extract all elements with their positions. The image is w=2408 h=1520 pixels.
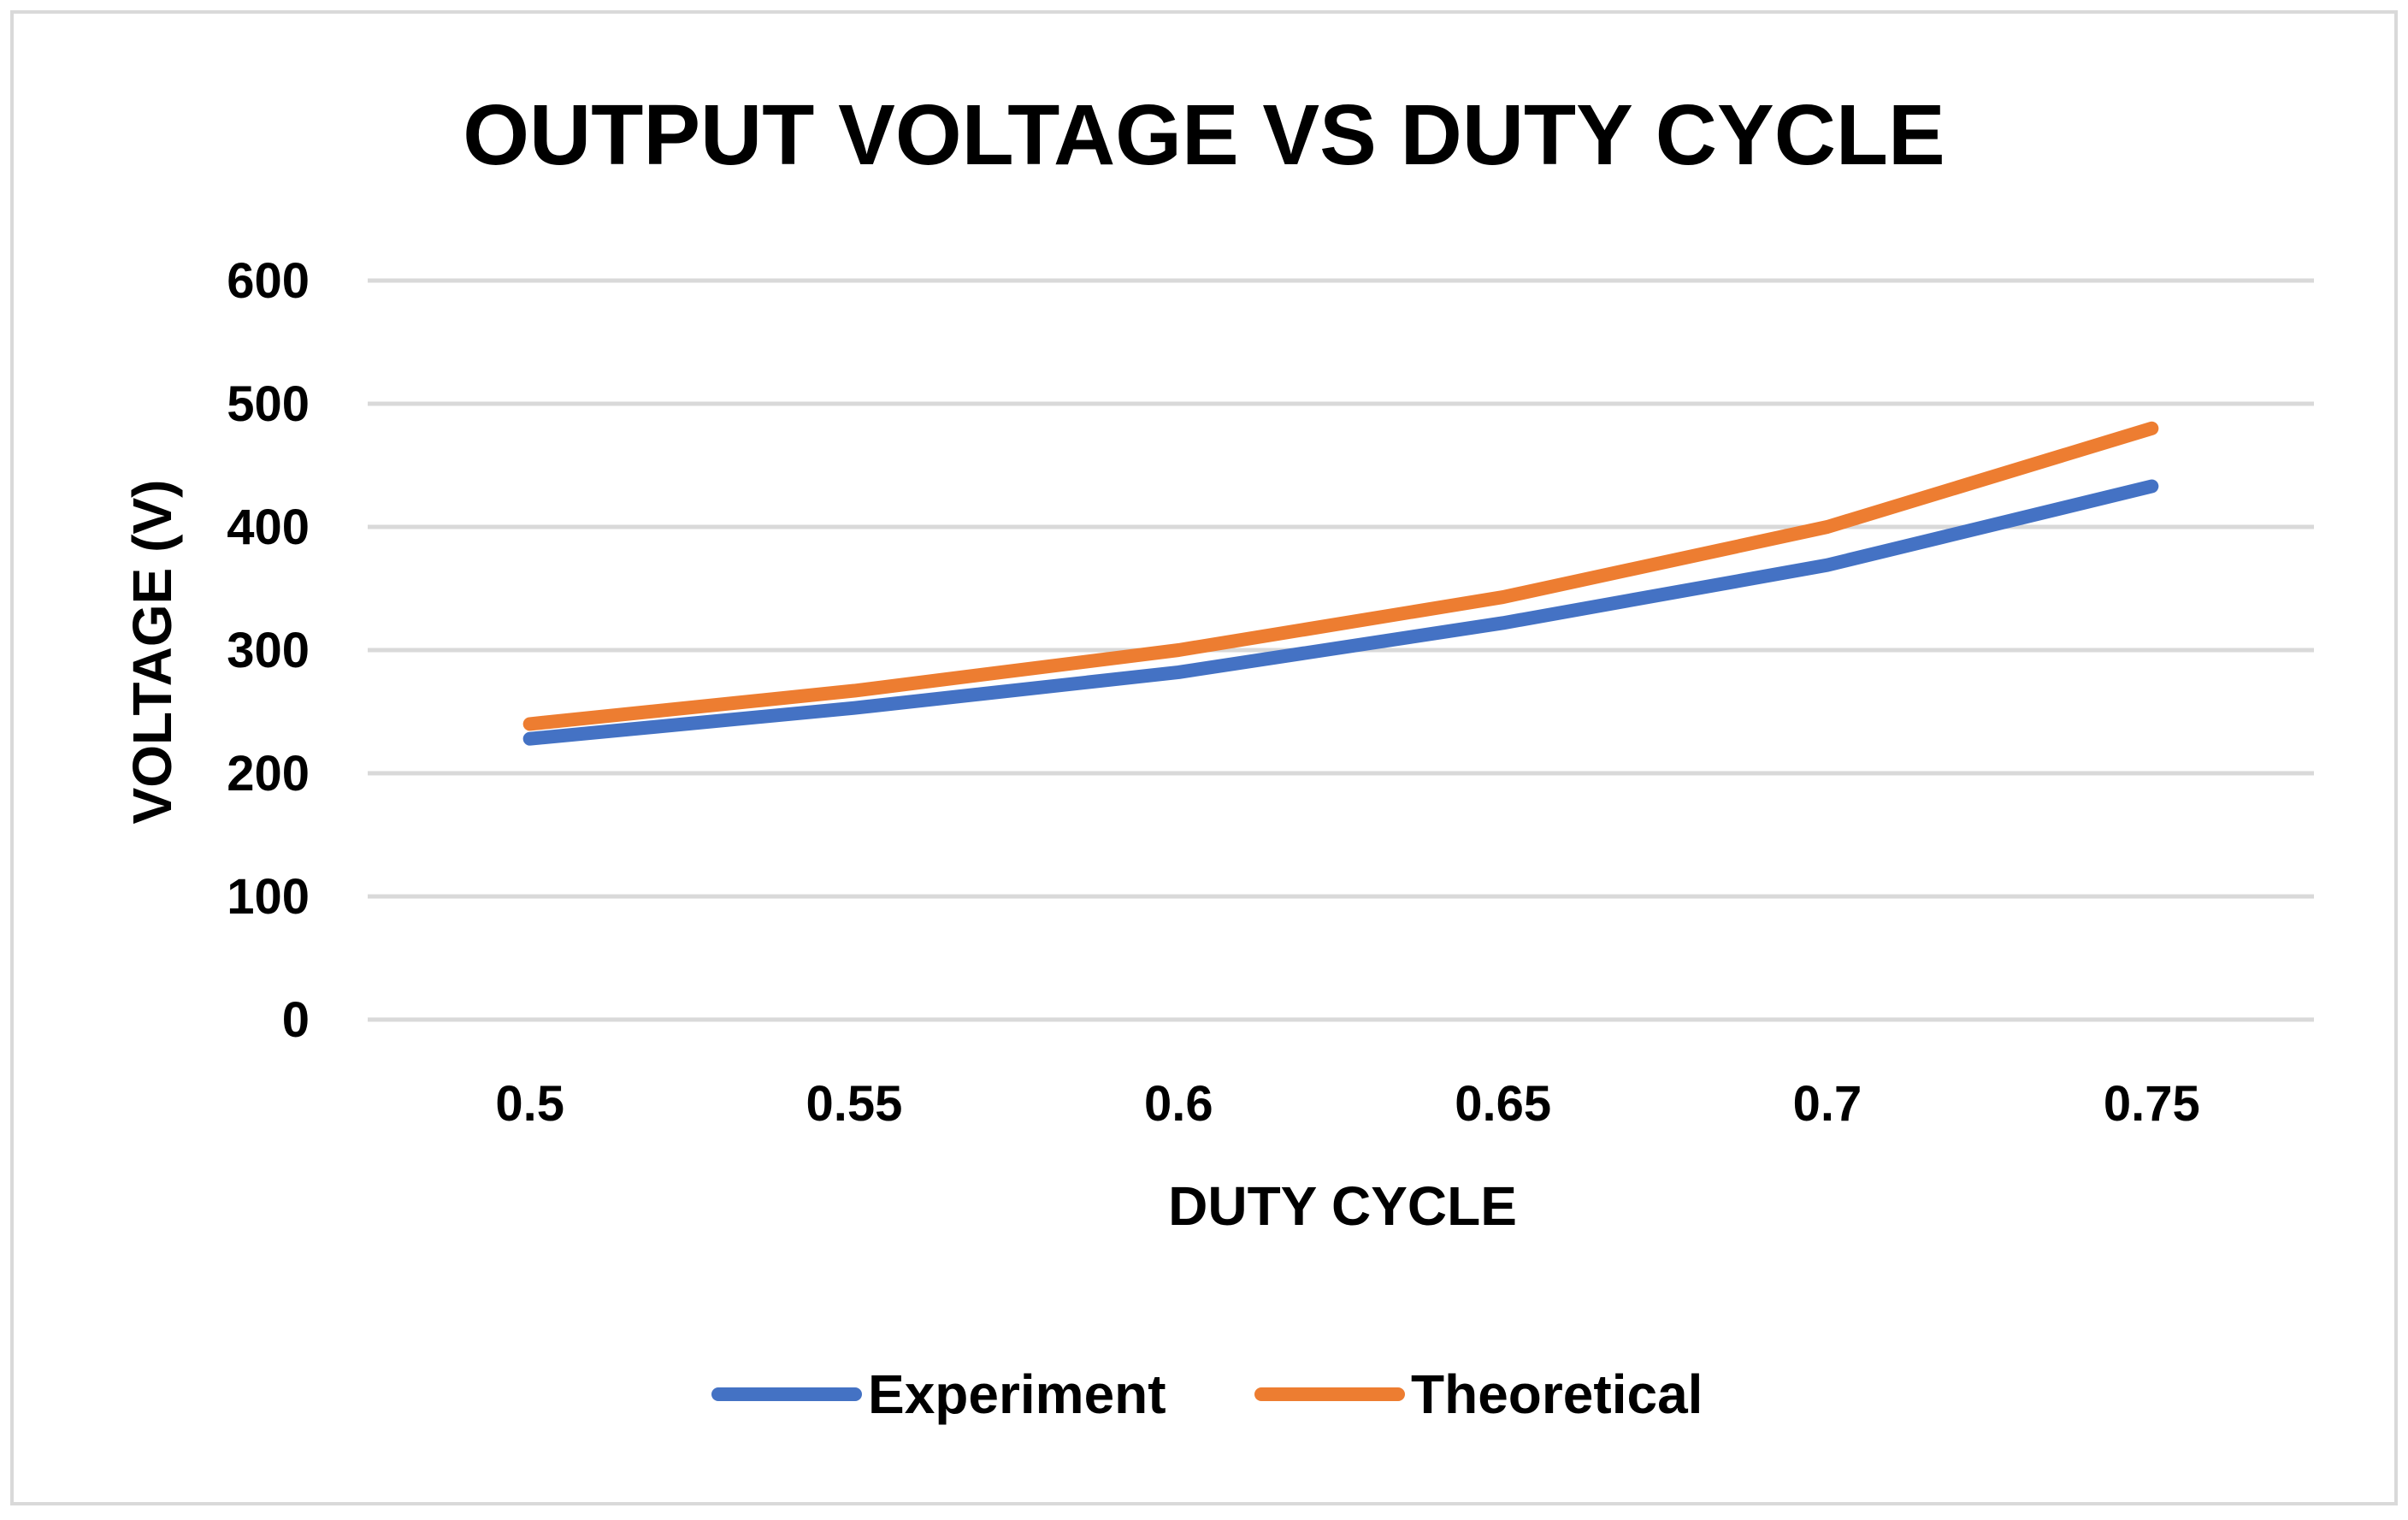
y-tick-label: 600 — [227, 253, 310, 309]
y-axis-title: VOLTAGE (V) — [121, 480, 183, 825]
x-tick-label: 0.55 — [806, 1076, 903, 1132]
x-tick-label: 0.65 — [1455, 1076, 1551, 1132]
y-tick-label: 100 — [227, 869, 310, 925]
x-tick-label: 0.6 — [1144, 1076, 1213, 1132]
legend-label-theoretical: Theoretical — [1411, 1363, 1703, 1425]
x-tick-label: 0.7 — [1793, 1076, 1862, 1132]
x-axis-title: DUTY CYCLE — [1168, 1175, 1517, 1237]
y-tick-label: 300 — [227, 623, 310, 678]
x-tick-label: 0.5 — [495, 1076, 564, 1132]
y-tick-label: 0 — [282, 992, 310, 1048]
y-tick-label: 200 — [227, 746, 310, 801]
y-tick-label: 500 — [227, 376, 310, 432]
x-tick-label: 0.75 — [2104, 1076, 2200, 1132]
chart-border — [12, 12, 2396, 1504]
y-tick-label: 400 — [227, 500, 310, 555]
chart-title: OUTPUT VOLTAGE VS DUTY CYCLE — [463, 87, 1945, 183]
legend-label-experiment: Experiment — [868, 1363, 1166, 1425]
